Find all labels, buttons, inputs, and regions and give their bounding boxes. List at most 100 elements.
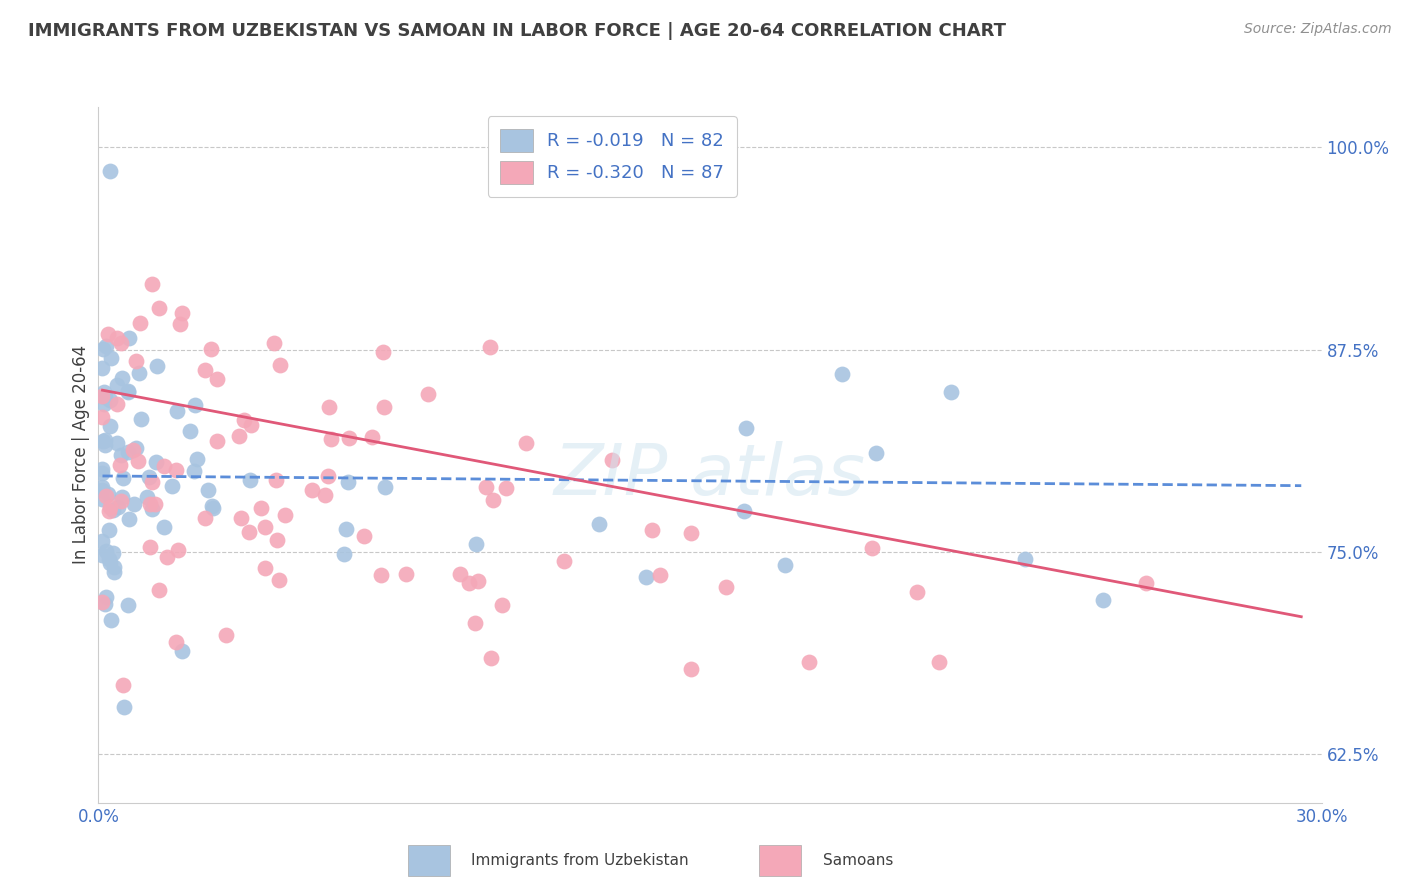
Point (467, 574, 489, 588)
Point (93, 384, 115, 399)
Point (103, 565, 125, 579)
Point (734, 421, 756, 435)
Point (105, 397, 128, 411)
Point (127, 454, 149, 468)
Point (232, 413, 254, 427)
Point (588, 516, 610, 531)
Point (263, 336, 285, 351)
Point (141, 277, 163, 291)
Point (1092, 593, 1115, 607)
Point (141, 475, 163, 489)
Point (254, 560, 277, 574)
Point (97, 487, 120, 501)
Point (201, 500, 224, 515)
Point (475, 480, 498, 494)
Point (117, 445, 139, 459)
Point (495, 481, 517, 495)
Point (831, 368, 853, 382)
Point (98, 503, 121, 517)
Point (93, 397, 115, 411)
Point (112, 700, 135, 714)
Point (117, 384, 139, 398)
Point (318, 400, 340, 414)
Point (103, 546, 125, 560)
Point (553, 553, 575, 567)
Point (214, 628, 236, 642)
Point (169, 317, 191, 331)
Point (91, 389, 114, 403)
Point (205, 371, 228, 385)
Point (269, 359, 291, 373)
Point (179, 424, 201, 438)
Point (91, 491, 114, 506)
Point (479, 651, 502, 665)
Point (111, 371, 134, 385)
Point (650, 567, 672, 582)
Point (865, 446, 887, 460)
Point (370, 568, 392, 582)
Point (716, 580, 738, 594)
Point (152, 458, 174, 473)
Point (928, 655, 950, 669)
Point (733, 504, 755, 518)
Legend: R = -0.019   N = 82, R = -0.320   N = 87: R = -0.019 N = 82, R = -0.320 N = 87 (488, 116, 737, 197)
Point (94, 591, 117, 605)
Point (101, 502, 124, 516)
Point (105, 436, 128, 450)
Point (91, 595, 114, 609)
Point (373, 400, 395, 414)
Point (681, 662, 703, 676)
Point (94, 390, 117, 404)
Point (91, 462, 114, 476)
Point (641, 523, 664, 537)
Text: Immigrants from Uzbekistan: Immigrants from Uzbekistan (471, 854, 689, 868)
Point (131, 412, 153, 426)
Point (136, 490, 159, 504)
Point (110, 449, 132, 463)
Point (128, 366, 150, 380)
Point (91, 466, 114, 480)
Point (91, 534, 114, 549)
Point (145, 455, 167, 469)
Point (125, 441, 148, 455)
Point (1135, 576, 1157, 591)
Point (100, 351, 122, 365)
Point (371, 344, 394, 359)
Point (153, 519, 176, 533)
Text: Samoans: Samoans (823, 854, 893, 868)
Point (128, 316, 150, 330)
FancyBboxPatch shape (759, 846, 801, 876)
Point (316, 468, 339, 483)
Point (264, 473, 287, 487)
Point (274, 508, 297, 522)
Point (229, 510, 252, 524)
Point (197, 483, 219, 497)
Point (374, 480, 396, 494)
Point (103, 559, 125, 574)
Point (319, 432, 342, 446)
Point (254, 520, 277, 534)
Point (156, 550, 179, 565)
Point (91, 483, 114, 497)
Point (98, 393, 121, 408)
Point (91, 410, 114, 425)
Point (93, 597, 115, 611)
Point (94, 489, 117, 503)
Point (240, 418, 263, 433)
Point (636, 570, 658, 584)
Point (491, 599, 513, 613)
Point (457, 575, 479, 590)
Point (337, 431, 360, 445)
Point (200, 343, 222, 357)
Point (681, 525, 703, 540)
Y-axis label: In Labor Force | Age 20-64: In Labor Force | Age 20-64 (72, 345, 90, 565)
Point (860, 541, 883, 555)
Point (773, 558, 796, 572)
Point (337, 475, 360, 490)
Point (361, 430, 384, 444)
Point (207, 434, 229, 448)
Point (117, 599, 139, 613)
Point (905, 585, 928, 599)
Point (165, 634, 187, 648)
Point (395, 566, 418, 581)
